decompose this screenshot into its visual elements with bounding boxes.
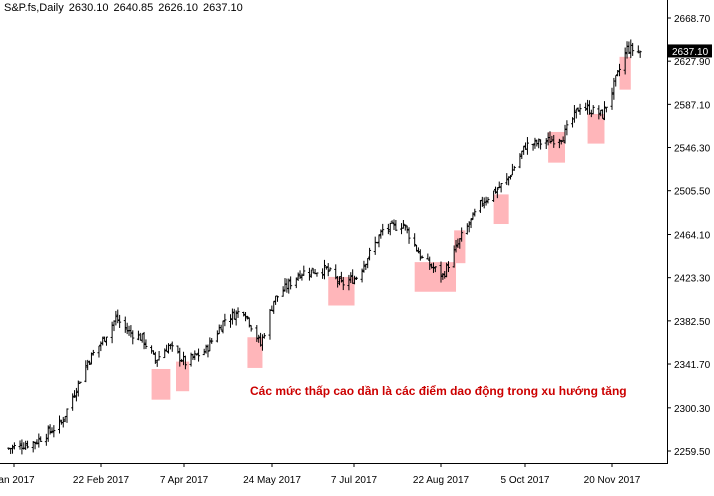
y-tick-label: 2423.30 xyxy=(674,274,711,285)
close-value: 2637.10 xyxy=(203,2,243,14)
y-tick-label: 2505.50 xyxy=(674,187,711,198)
x-tick-label: 7 Apr 2017 xyxy=(160,475,209,486)
chart-header: S&P.fs,Daily 2630.10 2640.85 2626.10 2637.10 xyxy=(4,2,248,14)
highlight-zones xyxy=(151,56,631,400)
symbol-label: S&P.fs,Daily xyxy=(4,2,64,14)
y-tick-label: 2382.50 xyxy=(674,317,711,328)
x-axis: Jan 2017 22 Feb 2017 7 Apr 2017 24 May 2017… xyxy=(0,463,641,486)
highlight-zone xyxy=(176,361,190,392)
price-tag-label: 2637.10 xyxy=(672,47,709,58)
x-tick-label: 5 Oct 2017 xyxy=(501,475,550,486)
highlight-zone xyxy=(587,113,605,144)
x-tick-label: 24 May 2017 xyxy=(243,475,301,486)
y-tick-label: 2546.30 xyxy=(674,144,711,155)
x-tick-label: Jan 2017 xyxy=(0,475,35,486)
y-tick-label: 2464.10 xyxy=(674,231,711,242)
open-value: 2630.10 xyxy=(68,2,109,14)
highlight-zone xyxy=(151,368,171,400)
price-tag-bg xyxy=(668,44,712,58)
highlight-zone xyxy=(247,337,263,368)
y-tick-label: 2627.90 xyxy=(674,57,711,68)
x-tick-label: 22 Aug 2017 xyxy=(413,475,470,486)
highlight-zone xyxy=(548,131,566,163)
y-tick-label: 2668.70 xyxy=(674,14,711,25)
y-tick-label: 2259.50 xyxy=(674,447,711,458)
annotation-text: Các mức thấp cao dần là các điểm dao độn… xyxy=(250,384,627,398)
current-price-tag: 2637.10 xyxy=(668,44,712,58)
y-tick-label: 2300.30 xyxy=(674,404,711,415)
low-value: 2626.10 xyxy=(158,2,199,14)
candles xyxy=(7,39,642,455)
y-tick-label: 2341.70 xyxy=(674,360,711,371)
x-tick-label: 7 Jul 2017 xyxy=(331,475,378,486)
y-axis: 2668.70 2627.90 2587.10 2546.30 2505.50 2464.… xyxy=(667,14,711,458)
high-value: 2640.85 xyxy=(113,2,154,14)
x-tick-label: 20 Nov 2017 xyxy=(584,475,641,486)
x-tick-label: 22 Feb 2017 xyxy=(73,475,130,486)
y-tick-label: 2587.10 xyxy=(674,100,711,111)
highlight-zone xyxy=(493,194,509,225)
